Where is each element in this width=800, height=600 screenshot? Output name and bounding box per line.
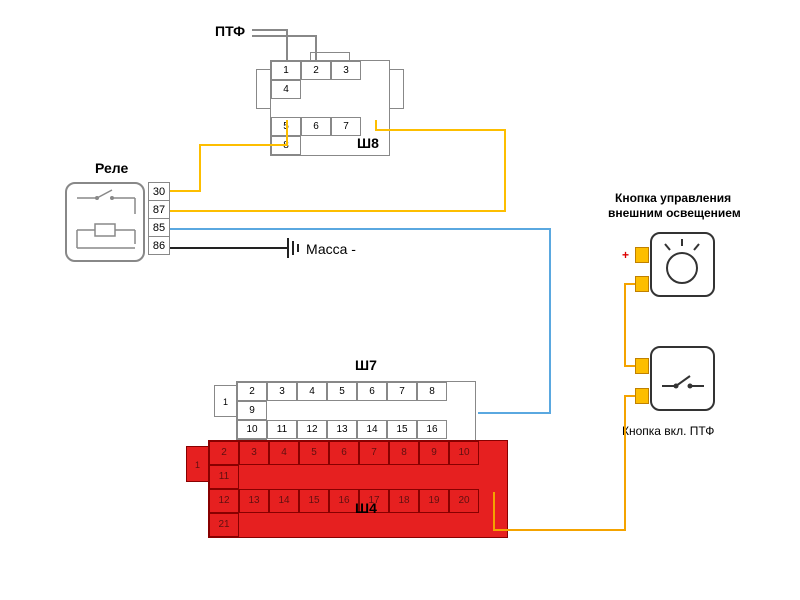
sh8-label: Ш8: [357, 135, 379, 151]
sh4-pin-21: 21: [209, 513, 239, 537]
sh4-pin-6: 6: [329, 441, 359, 465]
light-icon: [652, 234, 713, 295]
sh7-pin-14: 14: [357, 420, 387, 439]
sh8-pin-8: 8: [271, 136, 301, 155]
sh4-pin-20: 20: [449, 489, 479, 513]
relay-pin-30: 30: [148, 182, 170, 201]
bot-button-terminal-in: [635, 358, 649, 374]
sh4-pin-1: 1: [186, 446, 208, 482]
switch-icon: [652, 348, 713, 409]
sh4-pin-10: 10: [449, 441, 479, 465]
sh7-pin-9: 9: [237, 401, 267, 420]
sh4-pin-15: 15: [299, 489, 329, 513]
sh7-pin-12: 12: [297, 420, 327, 439]
sh4-pin-19: 19: [419, 489, 449, 513]
sh7-label: Ш7: [355, 357, 377, 373]
relay-pin-86: 86: [148, 236, 170, 255]
relay-body: [65, 182, 145, 262]
sh7-pin-8: 8: [417, 382, 447, 401]
button-top-label2: внешним освещением: [608, 206, 741, 220]
sh4-pin-7: 7: [359, 441, 389, 465]
ptf-switch-button: [650, 346, 715, 411]
sh7-pin-1: 1: [214, 385, 236, 417]
relay-pin-85: 85: [148, 218, 170, 237]
sh7-pin-4: 4: [297, 382, 327, 401]
sh4-pin-3: 3: [239, 441, 269, 465]
sh4-pin-4: 4: [269, 441, 299, 465]
sh4-label: Ш4: [355, 500, 377, 516]
sh4-connector: 1 2 3 4 5 6 7 8 9 10 11 12 13 14 15 16 1…: [208, 440, 508, 538]
sh4-pin-9: 9: [419, 441, 449, 465]
plus-label: +: [622, 248, 629, 262]
massa-label: Масса -: [306, 241, 356, 257]
sh7-pin-5: 5: [327, 382, 357, 401]
button-top-label1: Кнопка управления: [615, 191, 731, 205]
sh7-pin-16: 16: [417, 420, 447, 439]
ptf-label: ПТФ: [215, 23, 245, 39]
sh7-pin-3: 3: [267, 382, 297, 401]
sh7-pin-7: 7: [387, 382, 417, 401]
sh8-pin-5: 5: [271, 117, 301, 136]
sh4-pin-13: 13: [239, 489, 269, 513]
sh7-pin-6: 6: [357, 382, 387, 401]
sh8-pin-4: 4: [271, 80, 301, 99]
relay-pin-87: 87: [148, 200, 170, 219]
light-control-button: [650, 232, 715, 297]
button-bot-label: Кнопка вкл. ПТФ: [622, 424, 714, 438]
sh4-pin-18: 18: [389, 489, 419, 513]
sh8-tab-left: [256, 69, 270, 109]
sh8-pin-3: 3: [331, 61, 361, 80]
sh7-pin-15: 15: [387, 420, 417, 439]
sh7-pin-2: 2: [237, 382, 267, 401]
top-button-terminal-out: [635, 276, 649, 292]
sh8-row1: 1 2 3 4: [271, 61, 389, 99]
sh8-pin-6: 6: [301, 117, 331, 136]
sh8-tab-top: [310, 52, 350, 60]
relay-symbol-icon: [67, 184, 143, 260]
sh4-pin-11: 11: [209, 465, 239, 489]
sh4-pin-2: 2: [209, 441, 239, 465]
top-button-terminal-plus: [635, 247, 649, 263]
sh7-pin-13: 13: [327, 420, 357, 439]
sh7-pin-10: 10: [237, 420, 267, 439]
sh8-tab-right: [390, 69, 404, 109]
sh4-pin-12: 12: [209, 489, 239, 513]
sh8-pin-1: 1: [271, 61, 301, 80]
bot-button-terminal-out: [635, 388, 649, 404]
sh4-pin-5: 5: [299, 441, 329, 465]
sh4-pin-14: 14: [269, 489, 299, 513]
sh7-pin-11: 11: [267, 420, 297, 439]
sh8-pin-7: 7: [331, 117, 361, 136]
relay-label: Реле: [95, 160, 128, 176]
sh8-pin-2: 2: [301, 61, 331, 80]
relay-pins: 30 87 85 86: [148, 182, 170, 255]
sh4-pin-8: 8: [389, 441, 419, 465]
